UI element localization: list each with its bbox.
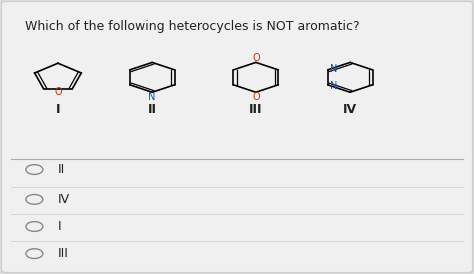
Text: III: III (249, 103, 263, 116)
Text: IV: IV (343, 103, 357, 116)
Text: O: O (252, 92, 260, 102)
Text: N: N (148, 92, 156, 102)
Text: II: II (58, 163, 65, 176)
Text: I: I (55, 102, 60, 116)
Text: IV: IV (58, 193, 70, 206)
Text: O: O (54, 87, 62, 97)
Text: Which of the following heterocycles is NOT aromatic?: Which of the following heterocycles is N… (25, 20, 360, 33)
Text: O: O (252, 53, 260, 63)
Text: II: II (148, 103, 157, 116)
Text: N: N (329, 64, 337, 73)
Text: III: III (58, 247, 69, 260)
Text: N: N (329, 81, 337, 91)
Text: I: I (58, 220, 62, 233)
